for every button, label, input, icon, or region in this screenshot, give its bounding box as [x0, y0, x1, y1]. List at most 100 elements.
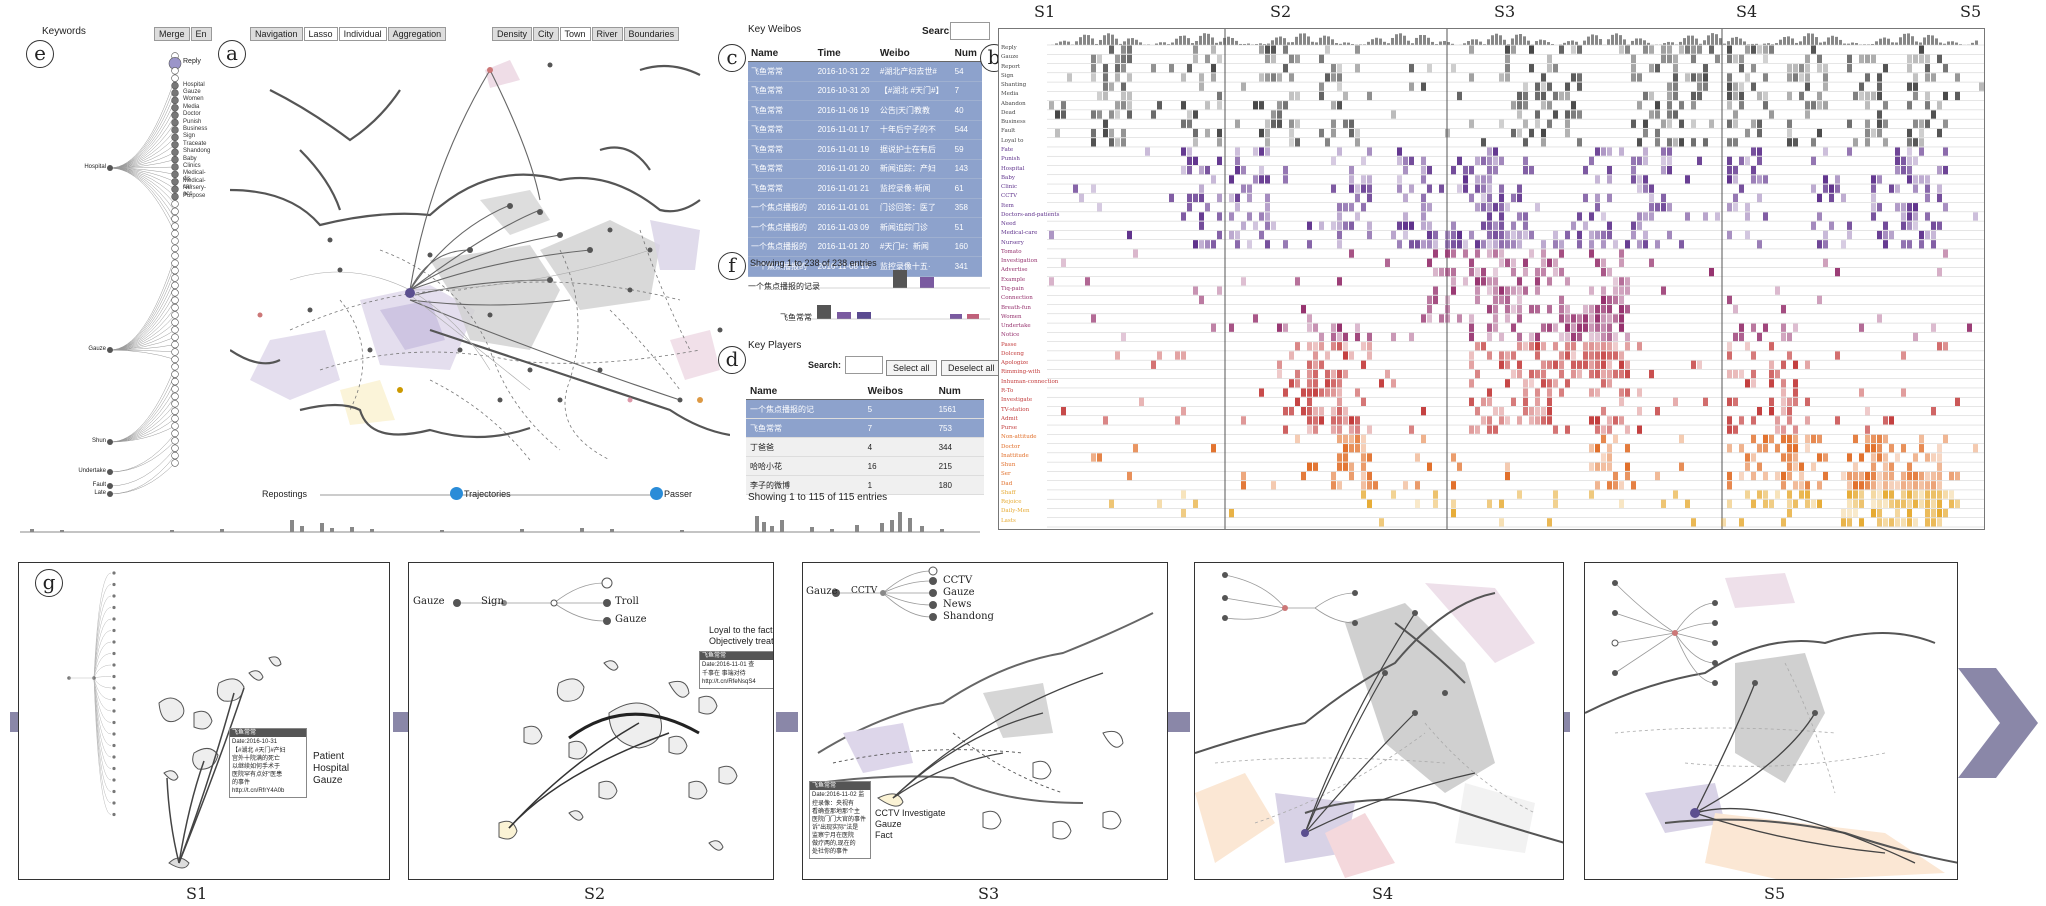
weibo-row[interactable]: 飞鱼常常 2016-11-06 19 公告|天门教教 40	[748, 100, 982, 121]
heatmap-cell	[1511, 351, 1516, 360]
city-layer-button[interactable]: City	[533, 27, 559, 41]
heatmap-cell	[1895, 184, 1900, 193]
map-view[interactable]	[230, 50, 730, 470]
heatmap-cell	[1187, 119, 1192, 128]
weibo-row[interactable]: 飞鱼常常 2016-11-01 17 十年后宁子的不 544	[748, 120, 982, 140]
col-num[interactable]: Num	[951, 46, 982, 62]
heatmap-cell	[1241, 221, 1246, 230]
town-layer-button[interactable]: Town	[559, 27, 591, 41]
boundaries-layer-button[interactable]: Boundaries	[623, 27, 680, 41]
lasso-mode-button[interactable]: Lasso	[303, 27, 338, 41]
story-panel-s2[interactable]: 飞鱼常常 Date:2016-11-01 查 千事在 事端对待 http://t…	[408, 562, 774, 880]
heatmap-cell	[1925, 175, 1930, 184]
heatmap-cell	[1319, 128, 1324, 138]
panel-label-d: d	[718, 346, 746, 374]
repostings-slider-track[interactable]	[320, 494, 660, 496]
story-panel-s4[interactable]	[1194, 562, 1564, 880]
heatmap-cell	[1583, 351, 1588, 360]
heatmap-cell	[1247, 212, 1252, 221]
heatmap-cell	[1403, 221, 1408, 230]
merge-button[interactable]: Merge	[154, 27, 190, 41]
keyword-heatmap[interactable]: Reply Gauze Report Sign Shanting Media Abandon…	[998, 28, 1985, 530]
col-time[interactable]: Time	[814, 46, 877, 62]
heatmap-cell	[1739, 518, 1744, 527]
col-name[interactable]: Name	[748, 46, 815, 62]
passer-slider-handle[interactable]	[650, 487, 663, 500]
heatmap-cell	[1943, 203, 1948, 212]
heatmap-cell	[1289, 91, 1294, 101]
heatmap-cell	[1265, 193, 1270, 203]
player-row[interactable]: 飞鱼常常 7 753	[746, 418, 984, 438]
player-row[interactable]: 李子的微博 1 180	[746, 475, 984, 495]
density-layer-button[interactable]: Density	[492, 27, 533, 41]
heatmap-top-bar	[1699, 43, 1702, 45]
heatmap-cell	[1769, 434, 1774, 444]
language-button[interactable]: En	[190, 27, 212, 41]
weibo-row[interactable]: 飞鱼常常 2016-10-31 22 #湖北产妇去世# 54	[748, 61, 982, 82]
player-row[interactable]: 一个焦点播报的记 5 1561	[746, 399, 984, 419]
players-col-name[interactable]: Name	[746, 384, 864, 400]
heatmap-cell	[1487, 221, 1492, 230]
weibo-row[interactable]: 飞鱼常常 2016-11-01 21 监控录像·新闻 61	[748, 178, 982, 199]
heatmap-cell	[1319, 360, 1324, 369]
heatmap-cell	[1133, 444, 1138, 453]
heatmap-cell	[1331, 221, 1336, 230]
players-col-weibos[interactable]: Weibos	[863, 384, 935, 400]
players-col-num[interactable]: Num	[934, 384, 984, 400]
heatmap-cell	[1619, 286, 1624, 295]
bar-row-label-1: 一个焦点播报的记录	[748, 282, 820, 291]
heatmap-cell	[1577, 230, 1582, 240]
timeline-histogram[interactable]	[20, 510, 980, 534]
heatmap-cell	[1877, 110, 1882, 119]
trajectories-slider-handle[interactable]	[450, 487, 463, 500]
player-row[interactable]: 丁爸爸 4 344	[746, 437, 984, 457]
story-panel-s5[interactable]	[1584, 562, 1958, 880]
heatmap-top-bar	[1327, 36, 1330, 45]
weibo-row[interactable]: 飞鱼常常 2016-11-01 20 新闻追踪：产妇 143	[748, 159, 982, 179]
weibo-row[interactable]: 一个焦点播报的 2016-11-01 20 #天门#：新闻 160	[748, 237, 982, 257]
heatmap-row-label: Women	[1001, 313, 1022, 320]
deselect-all-button[interactable]: Deselect all	[940, 360, 1002, 376]
tree-keyword-node	[171, 67, 179, 75]
heatmap-cell	[1607, 369, 1612, 379]
heatmap-top-bar	[1703, 40, 1706, 45]
weibo-row[interactable]: 飞鱼常常 2016-10-31 20 【#湖北 #天门#】 7	[748, 81, 982, 101]
select-all-button[interactable]: Select all	[886, 360, 937, 376]
individual-mode-button[interactable]: Individual	[338, 27, 387, 41]
weibo-row[interactable]: 一个焦点播报的 2016-11-01 01 门诊回答：医了 358	[748, 198, 982, 218]
heatmap-cell	[1541, 267, 1546, 277]
story-panel-s1[interactable]: g 飞鱼常常 Date:2016-10-31 【#湖北 #天门#产妇 宫外十院满的…	[18, 562, 390, 880]
heatmap-cell	[1493, 203, 1498, 212]
heatmap-row-label: Sign	[1001, 72, 1014, 79]
heatmap-cell	[1613, 434, 1618, 444]
weibo-search-input[interactable]	[950, 22, 990, 40]
river-layer-button[interactable]: River	[591, 27, 623, 41]
heatmap-cell	[1643, 212, 1648, 221]
player-row[interactable]: 哈哈小花 16 215	[746, 456, 984, 476]
story-panel-s3[interactable]: 飞鱼常常 Date:2016-11-02 监 控录像：央视有 看确查那地那个主 医院…	[802, 562, 1168, 880]
panel-label-f: f	[718, 252, 746, 280]
heatmap-top-bar	[1591, 34, 1594, 45]
col-weibo[interactable]: Weibo	[876, 46, 952, 62]
player-cell-num: 344	[934, 437, 984, 457]
aggregation-mode-button[interactable]: Aggregation	[387, 27, 447, 41]
heatmap-cell	[1577, 73, 1582, 82]
heatmap-cell	[1907, 240, 1912, 249]
heatmap-cell	[1349, 462, 1354, 471]
heatmap-cell	[1319, 416, 1324, 425]
heatmap-top-bar	[1827, 37, 1830, 45]
player-cell-weibos: 4	[863, 437, 935, 457]
heatmap-cell	[1967, 323, 1972, 332]
weibo-row[interactable]: 飞鱼常常 2016-11-01 19 据说护士在有后 59	[748, 139, 982, 160]
heatmap-top-bar	[1435, 44, 1438, 45]
heatmap-cell	[1559, 314, 1564, 323]
navigation-mode-button[interactable]: Navigation	[250, 27, 303, 41]
heatmap-cell	[1247, 184, 1252, 193]
heatmap-cell	[1739, 101, 1744, 110]
heatmap-cell	[1763, 471, 1768, 481]
weibo-cell-name: 一个焦点播报的	[748, 237, 815, 257]
weibo-row[interactable]: 一个焦点播报的 2016-11-03 09 新闻追踪门诊 51	[748, 217, 982, 238]
heatmap-cell	[1121, 45, 1126, 54]
players-search-input[interactable]	[845, 356, 883, 374]
heatmap-cell	[1355, 45, 1360, 54]
